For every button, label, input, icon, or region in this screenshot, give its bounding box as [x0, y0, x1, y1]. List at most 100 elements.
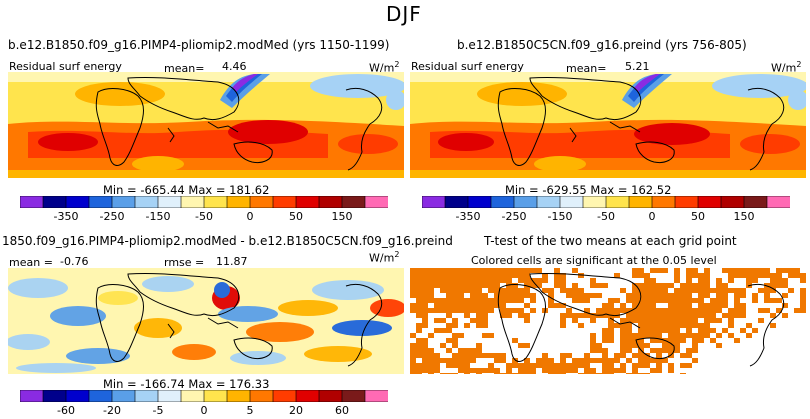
- significant-cell: [482, 278, 488, 283]
- significant-cell: [428, 298, 434, 303]
- significant-cell: [476, 293, 482, 298]
- significant-cell: [644, 333, 650, 338]
- significant-cell: [770, 323, 776, 328]
- significant-cell: [566, 363, 572, 368]
- significant-cell: [506, 298, 512, 303]
- significant-cell: [434, 268, 440, 273]
- significant-cell: [446, 303, 452, 308]
- significant-cell: [638, 283, 644, 288]
- colorbar-swatch: [88, 196, 113, 208]
- significant-cell: [410, 278, 416, 283]
- significant-cell: [524, 318, 530, 323]
- panel-3-mean-value: -0.76: [60, 255, 89, 268]
- significant-cell: [506, 278, 512, 283]
- significant-cell: [752, 293, 758, 298]
- colorbar-swatch: [272, 390, 297, 402]
- significant-cell: [560, 288, 566, 293]
- colorbar-swatch: [651, 196, 676, 208]
- significant-cell: [698, 308, 704, 313]
- significant-cell: [446, 363, 452, 368]
- significant-cell: [452, 303, 458, 308]
- significant-cell: [680, 303, 686, 308]
- significant-cell: [602, 358, 608, 363]
- significant-cell: [584, 298, 590, 303]
- significant-cell: [620, 368, 626, 373]
- significant-cell: [620, 333, 626, 338]
- significant-cell: [542, 368, 548, 373]
- significant-cell: [416, 308, 422, 313]
- significant-cell: [626, 348, 632, 353]
- significant-cell: [452, 298, 458, 303]
- significant-cell: [692, 358, 698, 363]
- significant-cell: [518, 363, 524, 368]
- significant-cell: [542, 358, 548, 363]
- significant-cell: [602, 363, 608, 368]
- significant-cell: [476, 348, 482, 353]
- significant-cell: [644, 343, 650, 348]
- significant-cell: [422, 278, 428, 283]
- colorbar-swatch: [203, 390, 228, 402]
- significant-cell: [614, 273, 620, 278]
- significant-cell: [470, 273, 476, 278]
- significant-cell: [656, 308, 662, 313]
- significant-cell: [770, 278, 776, 283]
- significant-cell: [668, 348, 674, 353]
- significant-cell: [728, 318, 734, 323]
- significant-cell: [602, 303, 608, 308]
- significant-cell: [410, 308, 416, 313]
- significant-cell: [650, 313, 656, 318]
- significant-cell: [422, 288, 428, 293]
- significant-cell: [422, 293, 428, 298]
- significant-cell: [590, 338, 596, 343]
- panel-1-colorbar: [20, 196, 388, 208]
- significant-cell: [650, 333, 656, 338]
- significant-cell: [476, 303, 482, 308]
- significant-cell: [734, 308, 740, 313]
- significant-cell: [500, 303, 506, 308]
- significant-cell: [734, 298, 740, 303]
- significant-cell: [434, 368, 440, 373]
- colorbar-tick-label: -250: [501, 210, 527, 223]
- significant-cell: [710, 328, 716, 333]
- significant-cell: [686, 318, 692, 323]
- significant-cell: [710, 303, 716, 308]
- significant-cell: [620, 343, 626, 348]
- significant-cell: [710, 298, 716, 303]
- significant-cell: [410, 348, 416, 353]
- significant-cell: [686, 333, 692, 338]
- colorbar-swatch: [490, 196, 515, 208]
- significant-cell: [512, 283, 518, 288]
- significant-cell: [458, 293, 464, 298]
- significant-cell: [476, 318, 482, 323]
- panel-3-title: 1850.f09_g16.PIMP4-pliomip2.modMed - b.e…: [2, 234, 453, 248]
- significant-cell: [680, 313, 686, 318]
- significant-cell: [440, 358, 446, 363]
- significant-cell: [410, 333, 416, 338]
- significant-cell: [434, 328, 440, 333]
- significant-cell: [656, 293, 662, 298]
- significant-cell: [422, 283, 428, 288]
- significant-cell: [770, 288, 776, 293]
- significant-cell: [692, 313, 698, 318]
- significant-cell: [644, 283, 650, 288]
- significant-cell: [776, 308, 782, 313]
- significant-cell: [776, 273, 782, 278]
- significant-cell: [626, 298, 632, 303]
- significant-cell: [458, 273, 464, 278]
- colorbar-tick-label: -5: [152, 404, 164, 417]
- significant-cell: [656, 368, 662, 373]
- significant-cell: [554, 278, 560, 283]
- significant-cell: [782, 268, 788, 273]
- significant-cell: [602, 328, 608, 333]
- significant-cell: [656, 288, 662, 293]
- significant-cell: [464, 353, 470, 358]
- significant-cell: [632, 288, 638, 293]
- significant-cell: [464, 363, 470, 368]
- significant-cell: [476, 368, 482, 373]
- significant-cell: [548, 303, 554, 308]
- significant-cell: [626, 313, 632, 318]
- significant-cell: [602, 373, 608, 374]
- significant-cell: [608, 328, 614, 333]
- significant-cell: [620, 328, 626, 333]
- significant-cell: [476, 273, 482, 278]
